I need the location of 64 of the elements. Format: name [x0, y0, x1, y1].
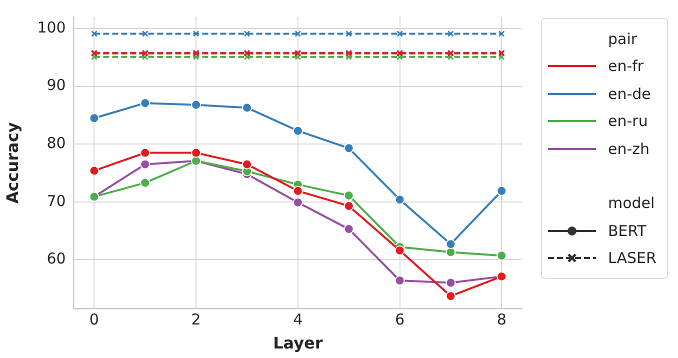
point [346, 54, 352, 60]
point [140, 148, 150, 158]
x-tick-label: 0 [89, 310, 99, 329]
point [89, 166, 100, 176]
y-tick-label: 70 [46, 192, 66, 210]
point [140, 159, 150, 170]
point [496, 186, 507, 196]
point [292, 126, 303, 136]
x-tick-label: 4 [293, 310, 303, 329]
point [394, 194, 405, 205]
legend-label: en-zh [608, 140, 650, 158]
point [396, 54, 403, 60]
point [89, 113, 100, 124]
text: BERT [608, 222, 646, 240]
point [344, 224, 354, 234]
x-tick-label: 2 [191, 310, 201, 329]
point [142, 30, 148, 37]
point [142, 54, 148, 60]
text: model [607, 194, 655, 212]
point [242, 159, 252, 170]
point [90, 30, 98, 37]
point [446, 278, 456, 288]
point [498, 54, 505, 60]
point [344, 190, 354, 201]
point [498, 30, 505, 37]
point [344, 200, 354, 211]
text: LASER [608, 249, 656, 268]
legend-label: en-fr [608, 57, 644, 76]
point [396, 30, 403, 37]
point [346, 30, 352, 37]
point [292, 197, 303, 208]
point [192, 54, 200, 60]
x-tick-label: 6 [395, 310, 405, 329]
point [140, 98, 150, 108]
y-tick-label: 90 [46, 76, 66, 94]
point [90, 54, 98, 60]
y-tick-label: 80 [46, 134, 66, 152]
point [496, 250, 507, 261]
point [446, 291, 456, 302]
legend-label: en-ru [608, 112, 648, 130]
point [140, 178, 150, 188]
point [447, 54, 454, 60]
point [244, 54, 250, 60]
point [344, 143, 354, 154]
point [294, 30, 302, 37]
point [446, 247, 456, 258]
point [244, 30, 250, 37]
point [294, 54, 302, 60]
legend-title: pair [607, 30, 638, 48]
point [242, 102, 252, 113]
y-tick-label: 100 [37, 18, 66, 36]
point [446, 239, 456, 250]
point [447, 30, 454, 37]
point [191, 148, 202, 158]
y-tick-label: 60 [46, 250, 66, 268]
point [292, 186, 303, 196]
x-tick-label: 8 [496, 310, 506, 329]
x-axis-title: Layer [273, 334, 323, 353]
point [394, 275, 405, 286]
y-axis-title: Accuracy [2, 122, 22, 204]
point [191, 100, 202, 110]
legend-label: en-de [608, 84, 651, 103]
point [192, 30, 200, 37]
point [394, 245, 405, 256]
